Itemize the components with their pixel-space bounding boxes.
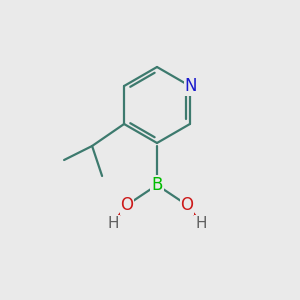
Text: H: H	[195, 215, 207, 230]
Text: B: B	[151, 176, 163, 194]
Text: H: H	[107, 215, 119, 230]
Text: N: N	[185, 77, 197, 95]
Text: O: O	[121, 196, 134, 214]
Text: O: O	[181, 196, 194, 214]
